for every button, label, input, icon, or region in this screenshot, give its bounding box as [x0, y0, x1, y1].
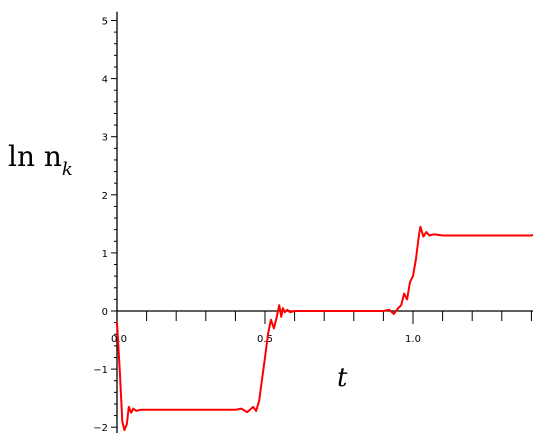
- y-tick-label: 4: [102, 75, 108, 86]
- y-tick-label: 5: [102, 17, 108, 28]
- x-tick-label: 0.0: [111, 334, 127, 345]
- y-tick-label: 2: [102, 191, 108, 202]
- y-tick-label: −1: [93, 365, 108, 376]
- series-layer: [116, 225, 533, 432]
- x-tick-label: 0.5: [257, 334, 273, 345]
- y-ticks: −2 −1 0 1 2 3 4 5: [93, 17, 117, 434]
- series-line: [116, 225, 533, 432]
- y-axis-label-main: ln n: [8, 140, 62, 173]
- y-tick-label: 0: [102, 307, 108, 318]
- x-ticks: 0.00.51.01.52.02.5: [111, 311, 532, 345]
- x-axis-label: t: [337, 363, 348, 393]
- y-tick-label: −2: [93, 423, 108, 434]
- y-axis-label-sub: k: [62, 159, 73, 180]
- y-tick-label: 1: [102, 249, 108, 260]
- x-axis: 0.00.51.01.52.02.5: [111, 310, 533, 345]
- y-tick-label: 3: [102, 133, 108, 144]
- y-axis: −2 −1 0 1 2 3 4 5: [93, 11, 118, 434]
- y-axis-label: ln nk: [8, 140, 73, 180]
- x-tick-label: 1.0: [405, 334, 421, 345]
